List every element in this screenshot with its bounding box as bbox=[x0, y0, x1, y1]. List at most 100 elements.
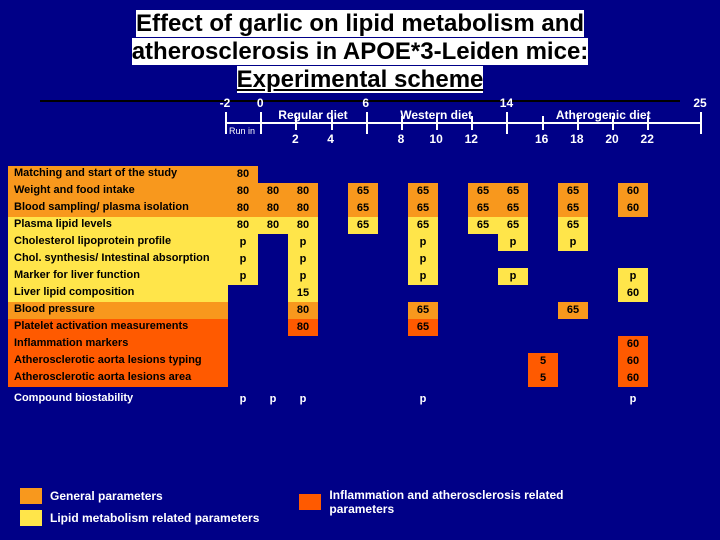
cell bbox=[378, 200, 408, 217]
timeline-segment-label: Regular diet bbox=[278, 108, 347, 122]
cell bbox=[528, 166, 558, 183]
cell bbox=[528, 268, 558, 285]
cell: 65 bbox=[348, 200, 378, 217]
timeline-runin-label: Run in bbox=[229, 126, 255, 136]
cell: 65 bbox=[558, 200, 588, 217]
cell bbox=[618, 166, 648, 183]
cell bbox=[618, 302, 648, 319]
cell bbox=[558, 285, 588, 302]
cell bbox=[438, 268, 468, 285]
cell: 80 bbox=[228, 200, 258, 217]
cell bbox=[438, 302, 468, 319]
cell bbox=[438, 353, 468, 370]
cell bbox=[348, 234, 378, 251]
cell: 80 bbox=[288, 217, 318, 234]
swatch-inflam bbox=[299, 494, 321, 510]
table-row: Weight and food intake808080656565656560 bbox=[8, 183, 720, 200]
row-label: Cholesterol lipoprotein profile bbox=[8, 234, 228, 251]
timeline-segment-label: Western diet bbox=[400, 108, 472, 122]
cell: 80 bbox=[228, 183, 258, 200]
cell bbox=[588, 268, 618, 285]
cell bbox=[468, 285, 498, 302]
cell bbox=[558, 336, 588, 353]
row-label: Blood sampling/ plasma isolation bbox=[8, 200, 228, 217]
cell bbox=[618, 217, 648, 234]
cell: 65 bbox=[468, 200, 498, 217]
cell bbox=[438, 319, 468, 336]
cell bbox=[348, 268, 378, 285]
cell bbox=[558, 268, 588, 285]
slide-title: Effect of garlic on lipid metabolism and… bbox=[0, 0, 720, 98]
cell bbox=[288, 370, 318, 387]
cell bbox=[438, 370, 468, 387]
cell bbox=[258, 319, 288, 336]
cell bbox=[378, 353, 408, 370]
cell: p bbox=[228, 391, 258, 408]
cell bbox=[588, 302, 618, 319]
cell: p bbox=[258, 391, 288, 408]
timeline: -2061425248101216182022Run inRegular die… bbox=[225, 108, 700, 164]
cell bbox=[468, 268, 498, 285]
cell bbox=[318, 319, 348, 336]
cell bbox=[558, 319, 588, 336]
cell bbox=[588, 234, 618, 251]
cell bbox=[258, 302, 288, 319]
cell bbox=[588, 285, 618, 302]
cell bbox=[228, 370, 258, 387]
cell bbox=[528, 285, 558, 302]
table-row: Marker for liver functionppppp bbox=[8, 268, 720, 285]
timeline-major-tick bbox=[260, 112, 262, 134]
cell bbox=[468, 353, 498, 370]
cell bbox=[438, 285, 468, 302]
cell: p bbox=[498, 268, 528, 285]
table-row: Platelet activation measurements8065 bbox=[8, 319, 720, 336]
cell bbox=[378, 370, 408, 387]
cell bbox=[498, 353, 528, 370]
cell bbox=[438, 336, 468, 353]
cell bbox=[258, 370, 288, 387]
cell bbox=[528, 200, 558, 217]
cell bbox=[618, 234, 648, 251]
cell bbox=[498, 302, 528, 319]
cell bbox=[318, 251, 348, 268]
cell: p bbox=[408, 391, 438, 408]
cell bbox=[588, 251, 618, 268]
cell bbox=[468, 302, 498, 319]
timeline-minor-label: 8 bbox=[398, 132, 405, 146]
cell bbox=[498, 370, 528, 387]
cell bbox=[378, 217, 408, 234]
cell bbox=[468, 336, 498, 353]
legend-item-lipid: Lipid metabolism related parameters bbox=[20, 510, 259, 526]
cell bbox=[528, 234, 558, 251]
timeline-minor-tick bbox=[542, 116, 544, 130]
cell: 65 bbox=[348, 183, 378, 200]
legend-item-general: General parameters bbox=[20, 488, 259, 504]
cell bbox=[468, 319, 498, 336]
cell: 60 bbox=[618, 336, 648, 353]
cell bbox=[318, 183, 348, 200]
cell bbox=[318, 234, 348, 251]
cell bbox=[318, 285, 348, 302]
cell: 15 bbox=[288, 285, 318, 302]
cell bbox=[498, 391, 528, 408]
cell bbox=[588, 353, 618, 370]
table-row: Cholesterol lipoprotein profileppppp bbox=[8, 234, 720, 251]
timeline-segment-label: Atherogenic diet bbox=[556, 108, 651, 122]
cell bbox=[288, 336, 318, 353]
cell bbox=[348, 391, 378, 408]
timeline-minor-label: 4 bbox=[327, 132, 334, 146]
cell bbox=[528, 336, 558, 353]
table-row: Matching and start of the study80 bbox=[8, 166, 720, 183]
cell: 80 bbox=[228, 166, 258, 183]
cell bbox=[408, 166, 438, 183]
cell: 80 bbox=[258, 183, 288, 200]
row-label: Inflammation markers bbox=[8, 336, 228, 353]
cell bbox=[318, 166, 348, 183]
cell: 60 bbox=[618, 200, 648, 217]
table-row: Chol. synthesis/ Intestinal absorptionpp… bbox=[8, 251, 720, 268]
cell: 80 bbox=[288, 319, 318, 336]
row-label: Marker for liver function bbox=[8, 268, 228, 285]
cell: 65 bbox=[408, 217, 438, 234]
cell: p bbox=[228, 268, 258, 285]
cell bbox=[258, 251, 288, 268]
